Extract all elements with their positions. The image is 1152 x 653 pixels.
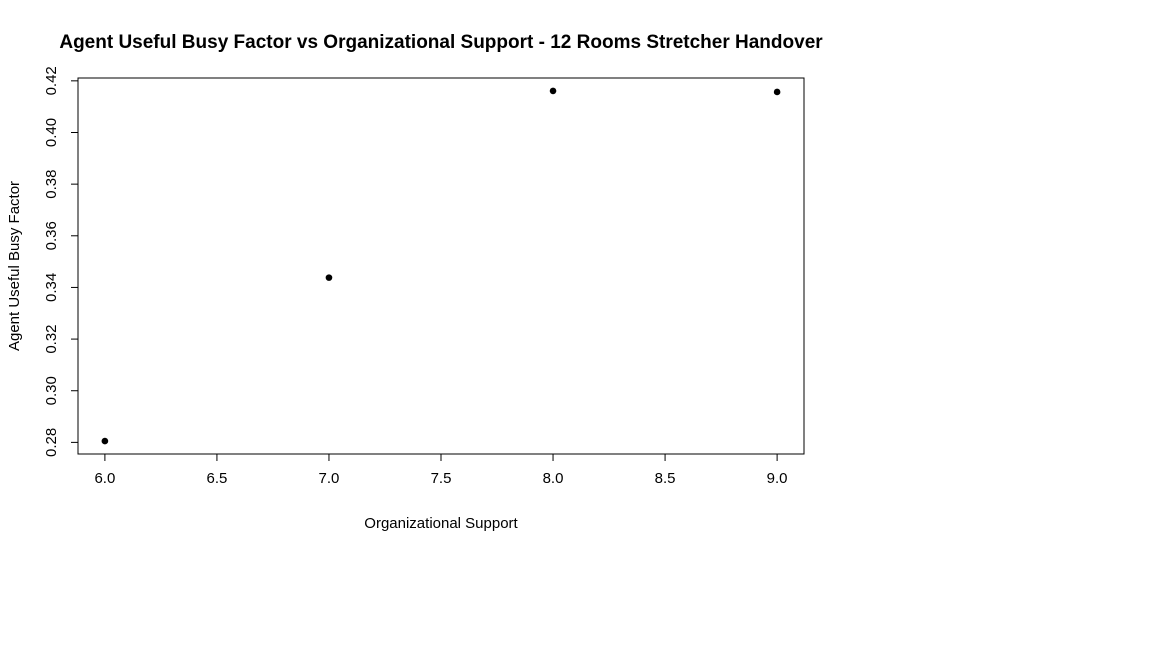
x-tick-label: 7.0	[319, 470, 340, 487]
y-tick-label: 0.40	[43, 118, 60, 147]
x-axis: 6.0 6.5 7.0 7.5 8.0 8.5 9.0	[94, 453, 788, 487]
y-tick-label: 0.38	[43, 170, 60, 199]
data-point	[549, 87, 557, 95]
data-point	[325, 274, 333, 281]
data-points	[101, 87, 781, 445]
x-tick-label: 8.0	[543, 470, 564, 487]
chart-title: Agent Useful Busy Factor vs Organization…	[59, 32, 823, 53]
x-tick-label: 7.5	[431, 470, 452, 487]
y-tick-label: 0.28	[43, 428, 60, 457]
y-axis-label: Agent Useful Busy Factor	[6, 181, 23, 351]
y-axis: 0.28 0.30 0.32 0.34 0.36 0.38 0.40 0.42	[43, 66, 79, 457]
data-point	[101, 437, 109, 445]
y-tick-label: 0.42	[43, 66, 60, 95]
x-tick-label: 8.5	[655, 470, 676, 487]
data-point	[773, 88, 781, 96]
x-axis-label: Organizational Support	[364, 515, 518, 532]
x-tick-label: 9.0	[767, 470, 788, 487]
y-tick-label: 0.32	[43, 324, 60, 353]
x-tick-label: 6.5	[206, 470, 227, 487]
y-tick-label: 0.36	[43, 221, 60, 250]
y-tick-label: 0.30	[43, 376, 60, 405]
plot-frame	[77, 77, 805, 455]
y-tick-label: 0.34	[43, 273, 60, 302]
x-tick-label: 6.0	[94, 470, 115, 487]
